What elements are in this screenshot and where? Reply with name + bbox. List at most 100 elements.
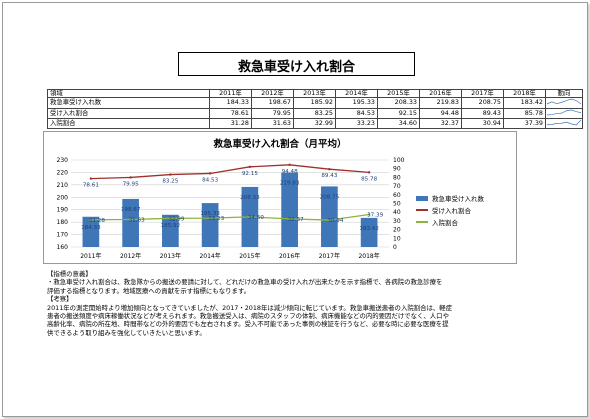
legend-swatch-line [416,221,428,223]
legend-label: 救急車受け入れ数 [432,195,484,203]
table-header-year: 2014年 [335,88,378,99]
table-cell: 34.60 [377,117,420,130]
rate-data-label: 83.25 [162,179,178,185]
sparkline [546,109,582,115]
x-tick-label: 2011年 [80,252,101,260]
x-tick-label: 2012年 [120,252,141,260]
sparkline-line [546,109,582,115]
table-cell: 208.33 [377,97,420,109]
y-tick-label: 200 [57,194,69,201]
line-point [129,176,132,179]
table-cell: 92.15 [377,107,420,119]
rate-data-label: 92.15 [242,171,258,177]
chart-title: 救急車受け入れ割合（月平均） [213,138,346,150]
notes-heading-analysis: 【考察】 [47,295,73,304]
bar [82,216,100,247]
row-label: 救急車受け入れ数 [47,97,210,109]
y2-tick-label: 70 [393,183,401,190]
notes-text: ・救急車受け入れ割合は、救急隊からの搬送の要請に対して、どれだけの救急車の受け入… [47,278,443,287]
table-cell: 37.39 [503,117,546,130]
notes-text: 評価する指標となります。地域医療への貢献を示す指標にもなります。 [47,286,251,295]
table-cell: 184.33 [209,97,252,109]
combo-chart: 救急車受け入れ割合（月平均） 160 170 180 190 200 210 220 230 0 1… [43,131,517,264]
x-tick-label: 2018年 [358,252,379,260]
y-tick-label: 210 [57,182,69,189]
bar-data-label: 183.42 [359,226,379,232]
chart-canvas: 救急車受け入れ割合（月平均） 160 170 180 190 200 210 220 230 0 1… [57,138,405,260]
y-tick-label: 220 [57,169,69,176]
table-cell: 89.43 [461,107,504,119]
line-point [367,171,371,174]
y-tick-label: 170 [57,232,69,239]
row-label: 入院割合 [47,117,210,130]
y2-tick-label: 90 [393,166,401,173]
legend-label: 受け入れ割合 [432,207,471,215]
bar-data-label: 198.67 [121,207,141,213]
page-title: 救急車受け入れ割合 [237,60,355,75]
y2-tick-label: 100 [393,157,405,164]
line-point [89,177,93,180]
table-row: 救急車受け入れ数 184.33 198.67 185.92 195.33 208… [47,97,583,109]
bar [321,186,338,247]
line-point [208,172,212,175]
sparkline-cell [545,97,583,109]
admission-data-label: 37.39 [367,212,383,218]
notes-text: 高齢化率、病院の所在地、時間帯などの外的要因でも左右されます。受入不可能であった… [47,320,449,329]
sparkline-cell [545,107,583,119]
rate-data-label: 89.43 [321,173,337,179]
line-point [169,217,172,220]
rate-data-label: 78.61 [83,183,99,189]
line-point [367,213,371,216]
rate-data-label: 79.95 [123,181,139,187]
table-header-year: 2015年 [377,88,420,99]
y2-tick-label: 0 [393,244,397,251]
y-tick-label: 230 [57,157,69,164]
table-cell: 30.94 [461,117,504,130]
admission-data-label: 32.37 [288,217,304,223]
table-cell: 83.25 [293,107,336,119]
x-tick-label: 2013年 [160,252,181,260]
legend-item: 入院割合 [416,216,484,228]
table-cell: 84.53 [335,107,378,119]
y2-tick-label: 40 [393,209,401,216]
y2-tick-label: 30 [393,218,401,225]
table-header-year: 2013年 [293,88,336,99]
bar-data-label: 195.33 [200,211,220,217]
bar [360,217,378,247]
table-cell: 79.95 [251,107,294,119]
line-point [169,173,172,176]
table-header-year: 2017年 [461,88,504,99]
y2-tick-label: 10 [393,235,401,242]
line-point [248,215,252,219]
table-cell: 33.23 [335,117,378,130]
x-tick-label: 2014年 [199,252,220,260]
legend-swatch-line [416,209,428,211]
table-cell: 208.75 [461,97,504,109]
table-header-year: 2011年 [209,88,252,99]
admission-data-label: 34.60 [248,215,264,221]
table-header-year: 2012年 [251,88,294,99]
table-cell: 185.92 [293,97,336,109]
y2-tick-label: 20 [393,227,401,234]
line-point [248,165,252,169]
series-line [90,213,370,221]
table-header-row: 領域 2011年 2012年 2013年 2014年 2015年 2016年 2… [47,88,583,99]
table-cell: 183.42 [503,97,546,109]
line-point [288,217,291,221]
bar [122,198,139,247]
notes-section: 【指標の意義】 ・救急車受け入れ割合は、救急隊からの搬送の要請に対して、どれだけ… [47,270,547,337]
chart-legend: 救急車受け入れ数 受け入れ割合 入院割合 [416,192,484,228]
bar-data-label: 208.75 [320,194,340,200]
sparkline-cell [545,117,583,130]
admission-data-label: 33.23 [208,216,224,222]
line-point [288,163,291,167]
table-cell: 78.61 [209,107,252,119]
line-point [208,216,212,220]
y2-tick-label: 50 [393,201,401,208]
legend-label: 入院割合 [432,219,458,227]
line-point [328,218,331,222]
y2-tick-label: 80 [393,174,401,181]
line-point [129,218,132,221]
table-cell: 32.99 [293,117,336,130]
table-row: 受け入れ割合 78.61 79.95 83.25 84.53 92.15 94.… [47,107,583,119]
